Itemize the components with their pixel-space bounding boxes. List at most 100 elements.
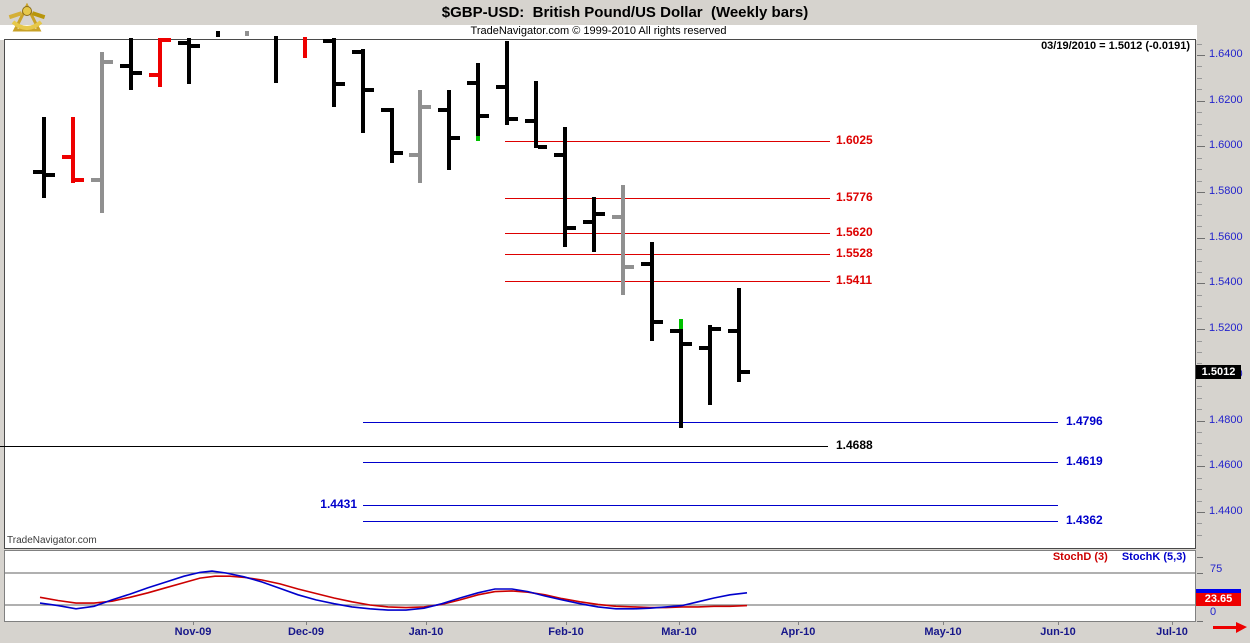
date-tick [798, 622, 799, 625]
bar-open-tick [149, 73, 158, 77]
level-label-1.5776: 1.5776 [836, 190, 873, 204]
price-tick-minor [1197, 398, 1202, 399]
stoch-tick [1197, 573, 1203, 574]
price-axis-label: 1.5200 [1209, 322, 1243, 334]
ohlc-bar [332, 38, 336, 107]
stoch-tick [1197, 557, 1203, 558]
ohlc-bar [245, 31, 249, 36]
scroll-right-arrow-icon[interactable] [1213, 626, 1237, 629]
bar-open-tick [525, 119, 534, 123]
bar-close-tick [741, 370, 750, 374]
price-chart-plot[interactable] [4, 39, 1196, 549]
price-tick-minor [1197, 124, 1202, 125]
bar-close-tick [104, 60, 113, 64]
bar-open-tick [641, 262, 650, 266]
bar-open-tick [496, 85, 505, 89]
ohlc-bar [505, 41, 509, 125]
stoch-axis-label: 75 [1210, 563, 1223, 575]
price-tick-major [1197, 512, 1205, 513]
price-tick-minor [1197, 295, 1202, 296]
price-tick-minor [1197, 78, 1202, 79]
price-axis-label: 1.4400 [1209, 505, 1243, 517]
date-axis-label: Jun-10 [1040, 626, 1076, 638]
bar-close-tick [365, 88, 374, 92]
ohlc-bar [476, 63, 480, 139]
ohlc-bar [187, 38, 191, 84]
copyright-subtitle: TradeNavigator.com © 1999-2010 All right… [470, 25, 727, 37]
price-tick-minor [1197, 89, 1202, 90]
price-tick-minor [1197, 535, 1202, 536]
level-label-1.5620: 1.5620 [836, 225, 873, 239]
ohlc-bar [42, 117, 46, 198]
price-tick-minor [1197, 432, 1202, 433]
bar-open-tick [728, 329, 737, 333]
level-label-1.5528: 1.5528 [836, 246, 873, 260]
watermark-text: TradeNavigator.com [7, 535, 97, 546]
level-label-1.6025: 1.6025 [836, 133, 873, 147]
date-axis-label: Feb-10 [548, 626, 584, 638]
level-line-1.5528 [505, 254, 830, 255]
ohlc-bar [679, 328, 683, 428]
last-quote-info: 03/19/2010 = 1.5012 (-0.0191) [1041, 40, 1190, 52]
ohlc-bar [390, 108, 394, 163]
bar-close-tick [75, 178, 84, 182]
bar-open-tick [438, 108, 447, 112]
bar-close-tick [422, 105, 431, 109]
ohlc-bar [129, 38, 133, 90]
bar-close-tick [596, 212, 605, 216]
chart-title: $GBP-USD: British Pound/US Dollar (Weekl… [441, 4, 809, 21]
stochd-value-badge: 23.65 [1196, 593, 1241, 606]
price-tick-minor [1197, 478, 1202, 479]
date-axis-label: Mar-10 [661, 626, 697, 638]
ohlc-bar [71, 117, 75, 183]
level-label-1.5411: 1.5411 [836, 273, 873, 287]
level-label-1.4796: 1.4796 [1066, 414, 1103, 428]
bar-close-tick [683, 342, 692, 346]
level-line-1.5776 [505, 198, 830, 199]
date-axis-label: Nov-09 [174, 626, 212, 638]
ohlc-bar [100, 52, 104, 213]
bar-open-tick [583, 220, 592, 224]
ohlc-bar [418, 90, 422, 183]
price-tick-minor [1197, 352, 1202, 353]
green-marker [476, 136, 480, 141]
price-axis-label: 1.5600 [1209, 231, 1243, 243]
date-tick [306, 622, 307, 625]
date-tick [426, 622, 427, 625]
price-tick-major [1197, 329, 1205, 330]
green-marker [679, 319, 683, 329]
bar-close-tick [162, 38, 171, 42]
price-tick-major [1197, 421, 1205, 422]
date-tick [193, 622, 194, 625]
price-tick-minor [1197, 181, 1202, 182]
price-tick-major [1197, 283, 1205, 284]
ohlc-bar [708, 325, 712, 405]
bar-open-tick [409, 153, 418, 157]
price-tick-minor [1197, 409, 1202, 410]
bar-close-tick [625, 265, 634, 269]
price-tick-minor [1197, 318, 1202, 319]
date-tick [679, 622, 680, 625]
ohlc-bar [361, 49, 365, 133]
legend-stochk: StochK (5,3) [1121, 551, 1186, 563]
price-axis-label: 1.6400 [1209, 48, 1243, 60]
price-tick-minor [1197, 261, 1202, 262]
ohlc-bar [592, 197, 596, 252]
level-line-1.5411 [505, 281, 830, 282]
date-axis-label: Jul-10 [1156, 626, 1188, 638]
ohlc-bar [303, 37, 307, 58]
bar-close-tick [336, 82, 345, 86]
date-axis-label: Apr-10 [780, 626, 816, 638]
scroll-right-arrow-icon[interactable] [1236, 622, 1247, 633]
price-tick-major [1197, 238, 1205, 239]
price-tick-minor [1197, 215, 1202, 216]
price-tick-minor [1197, 489, 1202, 490]
bar-close-tick [509, 117, 518, 121]
price-tick-major [1197, 101, 1205, 102]
date-tick [1058, 622, 1059, 625]
level-label-1.4362: 1.4362 [1066, 513, 1103, 527]
subtitle-strip [0, 25, 1197, 40]
date-tick [1172, 622, 1173, 625]
price-tick-minor [1197, 523, 1202, 524]
